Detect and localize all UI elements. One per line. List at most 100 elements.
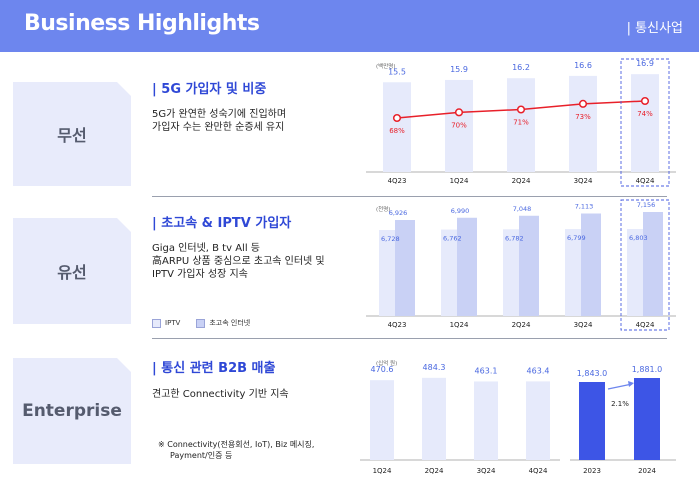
line-point [516, 105, 526, 114]
bar [627, 229, 647, 316]
line-point [640, 96, 650, 106]
bar [631, 74, 659, 172]
bar [445, 79, 473, 172]
bar-value-label: 16.6 [574, 61, 592, 70]
wireless-label-box: 무선 [13, 82, 131, 186]
bar [634, 378, 660, 460]
bar-value-label: 6,728 [381, 235, 400, 243]
bar [526, 381, 550, 460]
unit-label: (천명) [376, 205, 390, 213]
bar-value-label: 1,881.0 [632, 365, 663, 374]
bar-value-label: 484.3 [423, 363, 446, 372]
unit-label: (백만명) [376, 62, 395, 70]
wired-desc: Giga 인터넷, B tv All 등 高ARPU 상품 중심으로 초고속 인… [152, 242, 325, 281]
tick-label: 1Q24 [450, 321, 469, 329]
bar-value-label: 7,048 [513, 205, 532, 213]
tick-label: 1Q24 [373, 467, 392, 475]
fold-corner-icon [117, 358, 131, 372]
tick-label: 3Q24 [477, 467, 496, 475]
tick-label: 3Q24 [574, 321, 593, 329]
bar-value-label: 6,799 [567, 234, 586, 242]
bar-value-label: 7,156 [637, 201, 656, 209]
tick-label: 2023 [583, 467, 601, 475]
wired-desc-line-1: Giga 인터넷, B tv All 등 [152, 243, 260, 254]
wired-desc-line-2: 高ARPU 상품 중심으로 초고속 인터넷 및 [152, 256, 325, 267]
enterprise-section-title: | 통신 관련 B2B 매출 [152, 361, 276, 376]
tick-label: 4Q23 [388, 321, 407, 329]
tick-label: 4Q23 [388, 177, 407, 185]
unit-label: (십억 원) [376, 359, 397, 367]
bar-value-label: 463.1 [475, 366, 498, 375]
bar [565, 229, 585, 316]
bar [581, 213, 601, 316]
enterprise-desc: 견고한 Connectivity 기반 지속 [152, 389, 289, 400]
bar [579, 382, 605, 460]
bar-value-label: 6,762 [443, 235, 462, 243]
bar-value-label: 6,803 [629, 234, 648, 242]
wired-label: 유선 [57, 263, 87, 282]
fold-corner-icon [117, 218, 131, 232]
tick-label: 4Q24 [636, 321, 655, 329]
growth-arrow-icon [628, 381, 634, 387]
bar [474, 381, 498, 460]
bar-value-label: 1,843.0 [577, 369, 608, 378]
enterprise-label-box: Enterprise [13, 358, 131, 464]
bar-value-label: 15.9 [450, 65, 468, 74]
line-point [578, 99, 588, 108]
legend-iptv-label: IPTV [165, 319, 181, 327]
bar [643, 212, 663, 316]
bar-value-label: 6,926 [389, 209, 408, 217]
wireless-label: 무선 [57, 126, 87, 145]
wireless-desc: 5G가 완연한 성숙기에 진입하며 가입자 수는 완만한 순증세 유지 [152, 108, 286, 134]
bar [370, 380, 394, 460]
tick-label: 1Q24 [450, 177, 469, 185]
divider [152, 196, 667, 197]
bar [383, 82, 411, 172]
bar-value-label: 6,990 [451, 207, 470, 215]
fold-corner-icon [117, 82, 131, 96]
line-point [454, 108, 464, 117]
wired-desc-line-3: IPTV 가입자 성장 지속 [152, 269, 248, 280]
bar-value-label: 463.4 [527, 366, 550, 375]
tick-label: 4Q24 [636, 177, 655, 185]
highlight-box [620, 58, 670, 187]
tick-label: 2024 [638, 467, 656, 475]
tick-label: 2Q24 [512, 321, 531, 329]
growth-arrow-line [607, 383, 633, 390]
bar [569, 75, 597, 172]
bar [422, 377, 446, 460]
bar-value-label: 470.6 [371, 365, 394, 374]
line-value-label: 74% [637, 110, 653, 118]
page-title: Business Highlights [24, 11, 260, 36]
legend-broadband-label: 초고속 인터넷 [209, 319, 251, 327]
bar-value-label: 15.5 [388, 67, 406, 76]
wireless-section-title: | 5G 가입자 및 비중 [152, 82, 267, 97]
bar [441, 229, 461, 316]
line-value-label: 71% [513, 119, 529, 127]
bar [379, 230, 399, 316]
wireless-desc-line-1: 5G가 완연한 성숙기에 진입하며 [152, 109, 287, 120]
growth-label: 2.1% [611, 400, 629, 408]
line-point [392, 113, 402, 123]
bar-value-label: 6,782 [505, 234, 524, 242]
legend-broadband-swatch [196, 318, 206, 328]
wired-label-box: 유선 [13, 218, 131, 324]
line-value-label: 70% [451, 121, 467, 129]
enterprise-note-line-2: Payment/인증 등 [170, 451, 233, 460]
bar-value-label: 7,113 [575, 202, 594, 210]
wired-section-title: | 초고속 & IPTV 가입자 [152, 216, 292, 231]
line-value-label: 68% [389, 127, 405, 135]
bar [507, 78, 535, 172]
page-header: Business Highlights | 통신사업 [0, 0, 699, 52]
bar [395, 220, 415, 316]
bar-value-label: 16.2 [512, 63, 530, 72]
highlight-box [620, 199, 670, 331]
tick-label: 2Q24 [425, 467, 444, 475]
wireless-desc-line-2: 가입자 수는 완만한 순증세 유지 [152, 122, 285, 133]
tick-label: 2Q24 [512, 177, 531, 185]
divider [152, 338, 667, 339]
bar-value-label: 16.9 [636, 59, 654, 68]
section-label: | 통신사업 [626, 21, 683, 36]
tick-label: 3Q24 [574, 177, 593, 185]
